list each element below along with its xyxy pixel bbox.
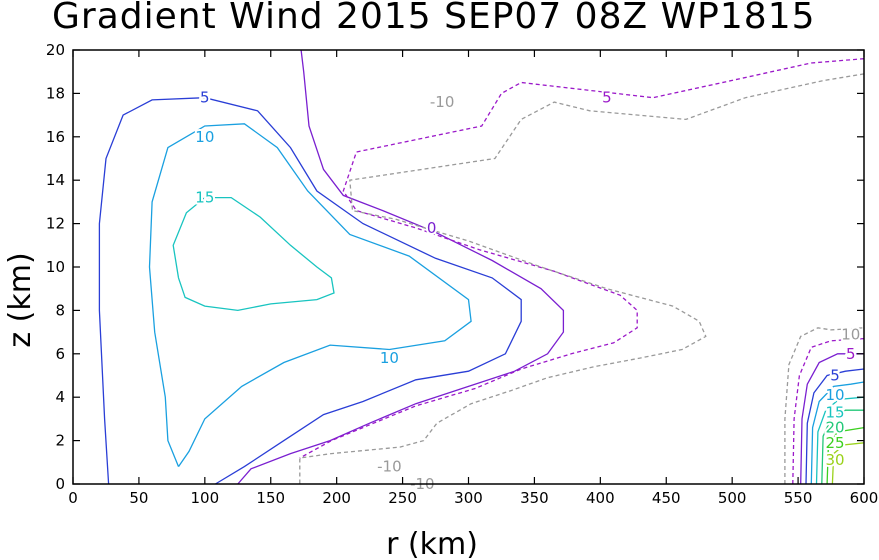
contour-label-12: 10	[825, 386, 844, 404]
contour-line-5-9	[805, 368, 865, 485]
contour-label-16: 30	[825, 451, 844, 469]
contour-label-7: -10	[377, 458, 402, 476]
x-tick-label-2: 100	[191, 489, 220, 507]
contour-label-4: 0	[427, 219, 437, 237]
contour-line-10-10	[810, 381, 865, 485]
contour-label-14: 20	[825, 419, 844, 437]
y-tick-label-6: 12	[46, 215, 65, 233]
contour-line-15-0	[172, 196, 335, 312]
contour-line-15-11	[815, 396, 865, 485]
contour-line-10-1	[148, 123, 472, 467]
x-tick-label-10: 500	[718, 489, 747, 507]
contour-label-2: 15	[195, 189, 214, 207]
y-tick-label-0: 0	[55, 475, 65, 493]
x-tick-label-8: 400	[586, 489, 615, 507]
contour-line-30-14	[831, 442, 865, 485]
contour-line-neg10-5	[299, 73, 865, 484]
contour-line-0-3	[237, 49, 565, 485]
x-tick-label-5: 250	[388, 489, 417, 507]
contour-label-0: 5	[200, 89, 210, 107]
y-tick-label-2: 4	[55, 388, 65, 406]
contour-label-6: 5	[602, 89, 612, 107]
chart-title: Gradient Wind 2015 SEP07 08Z WP1815	[52, 0, 816, 37]
y-tick-label-1: 2	[55, 432, 65, 450]
contour-label-10: 5	[846, 345, 856, 363]
contour-label-5: -10	[430, 93, 455, 111]
contour-label-1: 10	[195, 128, 214, 146]
x-tick-label-4: 200	[322, 489, 351, 507]
x-tick-label-0: 0	[68, 489, 78, 507]
x-tick-label-11: 550	[784, 489, 813, 507]
x-tick-label-9: 450	[652, 489, 681, 507]
contour-line-20-12	[821, 409, 864, 485]
contour-label-15: 25	[825, 434, 844, 452]
y-tick-label-7: 14	[46, 171, 65, 189]
contour-line-5-2	[98, 97, 522, 485]
y-tick-label-10: 20	[46, 41, 65, 59]
y-axis-ticks: 0 2 4 6 8 10 12 14 16 18 20	[46, 41, 864, 493]
y-tick-label-4: 8	[55, 301, 65, 319]
contour-line-neg5-4	[299, 58, 865, 459]
y-tick-label-9: 18	[46, 84, 65, 102]
y-tick-label-5: 10	[46, 258, 65, 276]
contour-label-11: 5	[830, 367, 840, 385]
plot-frame	[72, 49, 865, 485]
contour-label-13: 15	[825, 403, 844, 421]
x-tick-label-1: 50	[129, 489, 148, 507]
contour-lines	[98, 49, 865, 485]
y-axis-label: z (km)	[3, 252, 38, 347]
x-tick-label-7: 350	[520, 489, 549, 507]
contour-label-3: 10	[380, 349, 399, 367]
contour-label-9: 10	[841, 325, 860, 343]
x-tick-label-6: 300	[454, 489, 483, 507]
x-axis-ticks: 0 50 100 150 200 250 300 350 400 450 500 550 600	[68, 50, 878, 507]
contour-line-neg10-6	[784, 327, 865, 484]
y-tick-label-3: 6	[55, 345, 65, 363]
y-tick-label-8: 16	[46, 128, 65, 146]
contour-line-0-8	[800, 353, 864, 485]
x-axis-label: r (km)	[386, 527, 478, 560]
x-tick-label-3: 150	[256, 489, 285, 507]
contour-line-25-13	[826, 426, 865, 485]
x-tick-label-12: 600	[850, 489, 879, 507]
